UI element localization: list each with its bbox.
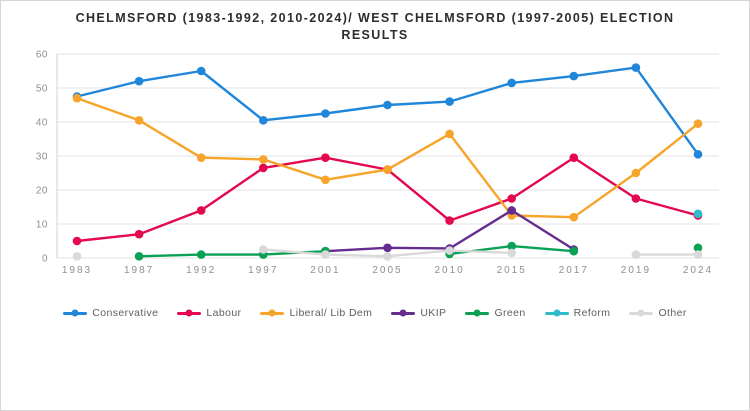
data-point-green <box>196 250 206 259</box>
data-point-other <box>259 245 268 254</box>
data-point-liberal-lib-dem <box>631 168 641 178</box>
data-point-other <box>321 250 330 259</box>
data-point-reform <box>693 209 703 219</box>
legend-marker-icon <box>465 309 490 317</box>
legend-dot-icon <box>553 309 561 317</box>
data-point-conservative <box>631 63 641 72</box>
y-tick-label: 50 <box>36 84 48 95</box>
legend-label: Green <box>494 307 526 319</box>
legend-dot-icon <box>185 309 193 317</box>
x-tick-label: 1997 <box>248 265 278 276</box>
y-tick-label: 60 <box>36 50 48 61</box>
x-tick-label: 2024 <box>683 265 713 276</box>
legend-marker-icon <box>544 309 569 317</box>
data-point-green <box>693 243 703 253</box>
legend-item-conservative: Conservative <box>63 307 158 319</box>
data-point-green <box>507 241 516 251</box>
data-point-other <box>631 250 641 259</box>
legend-dot-icon <box>473 309 481 317</box>
x-tick-label: 2001 <box>310 265 340 276</box>
data-point-conservative <box>321 109 330 118</box>
legend-label: UKIP <box>420 307 447 319</box>
data-point-conservative <box>507 78 516 88</box>
legend-marker-icon <box>63 309 88 317</box>
legend-item-green: Green <box>465 307 525 319</box>
legend-label: Liberal/ Lib Dem <box>289 307 373 319</box>
data-point-liberal-lib-dem <box>259 155 268 164</box>
line-chart-plot: 0 10 20 30 40 50 60 1983 1987 1992 1997 2001 2005 201… <box>36 50 719 276</box>
legend-item-labour: Labour <box>177 307 241 319</box>
legend-label: Reform <box>573 307 611 319</box>
data-point-conservative <box>445 97 454 106</box>
x-tick-label: 2005 <box>372 265 402 276</box>
data-point-conservative <box>196 66 206 76</box>
data-point-conservative <box>134 76 144 86</box>
data-point-labour <box>134 229 144 239</box>
legend-dot-icon <box>399 309 407 317</box>
data-point-labour <box>321 153 330 162</box>
y-tick-label: 40 <box>36 118 48 129</box>
data-point-liberal-lib-dem <box>72 93 82 103</box>
y-tick-label: 20 <box>36 186 48 197</box>
x-tick-label: 1987 <box>124 265 154 276</box>
legend-marker-icon <box>177 309 202 317</box>
data-point-liberal-lib-dem <box>134 116 144 125</box>
legend-dot-icon <box>71 309 79 317</box>
legend-label: Conservative <box>92 307 159 319</box>
x-tick-label: 1983 <box>62 265 92 276</box>
data-point-other <box>693 250 703 259</box>
data-point-other <box>507 248 516 258</box>
data-point-other <box>72 252 82 261</box>
data-point-green <box>134 252 144 261</box>
x-tick-label: 1992 <box>186 265 216 276</box>
data-point-ukip <box>507 206 516 215</box>
x-tick-label: 2019 <box>621 265 651 276</box>
legend-item-other: Other <box>629 307 686 319</box>
data-point-labour <box>631 194 641 203</box>
data-point-liberal-lib-dem <box>383 165 392 174</box>
data-point-conservative <box>259 116 268 125</box>
data-point-conservative <box>693 150 703 159</box>
series-line-liberal-lib-dem <box>75 96 700 219</box>
data-point-other <box>383 252 392 261</box>
legend-marker-icon <box>629 309 654 317</box>
x-tick-label: 2015 <box>497 265 527 276</box>
data-point-liberal-lib-dem <box>445 129 454 139</box>
data-point-liberal-lib-dem <box>693 119 703 128</box>
data-point-other <box>445 246 454 255</box>
legend-item-reform: Reform <box>544 307 611 319</box>
data-point-liberal-lib-dem <box>196 153 206 162</box>
data-point-labour <box>507 194 516 203</box>
legend-marker-icon <box>391 309 416 317</box>
y-tick-label: 10 <box>36 220 48 231</box>
legend-label: Labour <box>206 307 242 319</box>
data-point-labour <box>72 236 82 246</box>
data-point-labour <box>196 206 206 215</box>
x-tick-label: 2010 <box>434 265 464 276</box>
y-tick-label: 0 <box>42 254 48 265</box>
data-point-liberal-lib-dem <box>569 212 579 222</box>
data-point-labour <box>259 163 268 173</box>
legend-item-liberal-lib-dem: Liberal/ Lib Dem <box>260 307 372 319</box>
data-point-ukip <box>383 243 392 253</box>
series-line-conservative <box>75 66 700 156</box>
data-point-conservative <box>569 71 579 81</box>
chart-legend: Conservative Labour Liberal/ Lib Dem UKIP Gr… <box>1 307 749 319</box>
data-point-labour <box>445 216 454 225</box>
x-tick-label: 2017 <box>559 265 589 276</box>
legend-dot-icon <box>637 309 645 317</box>
y-tick-label: 30 <box>36 152 48 163</box>
chart-title: CHELMSFORD (1983-1992, 2010-2024)/ WEST … <box>75 11 675 42</box>
legend-dot-icon <box>268 309 276 317</box>
data-point-green <box>569 246 579 256</box>
legend-item-ukip: UKIP <box>391 307 446 319</box>
data-point-conservative <box>383 100 392 110</box>
legend-label: Other <box>658 307 687 319</box>
data-point-labour <box>569 153 579 162</box>
data-point-liberal-lib-dem <box>321 175 330 185</box>
legend-marker-icon <box>260 309 285 317</box>
